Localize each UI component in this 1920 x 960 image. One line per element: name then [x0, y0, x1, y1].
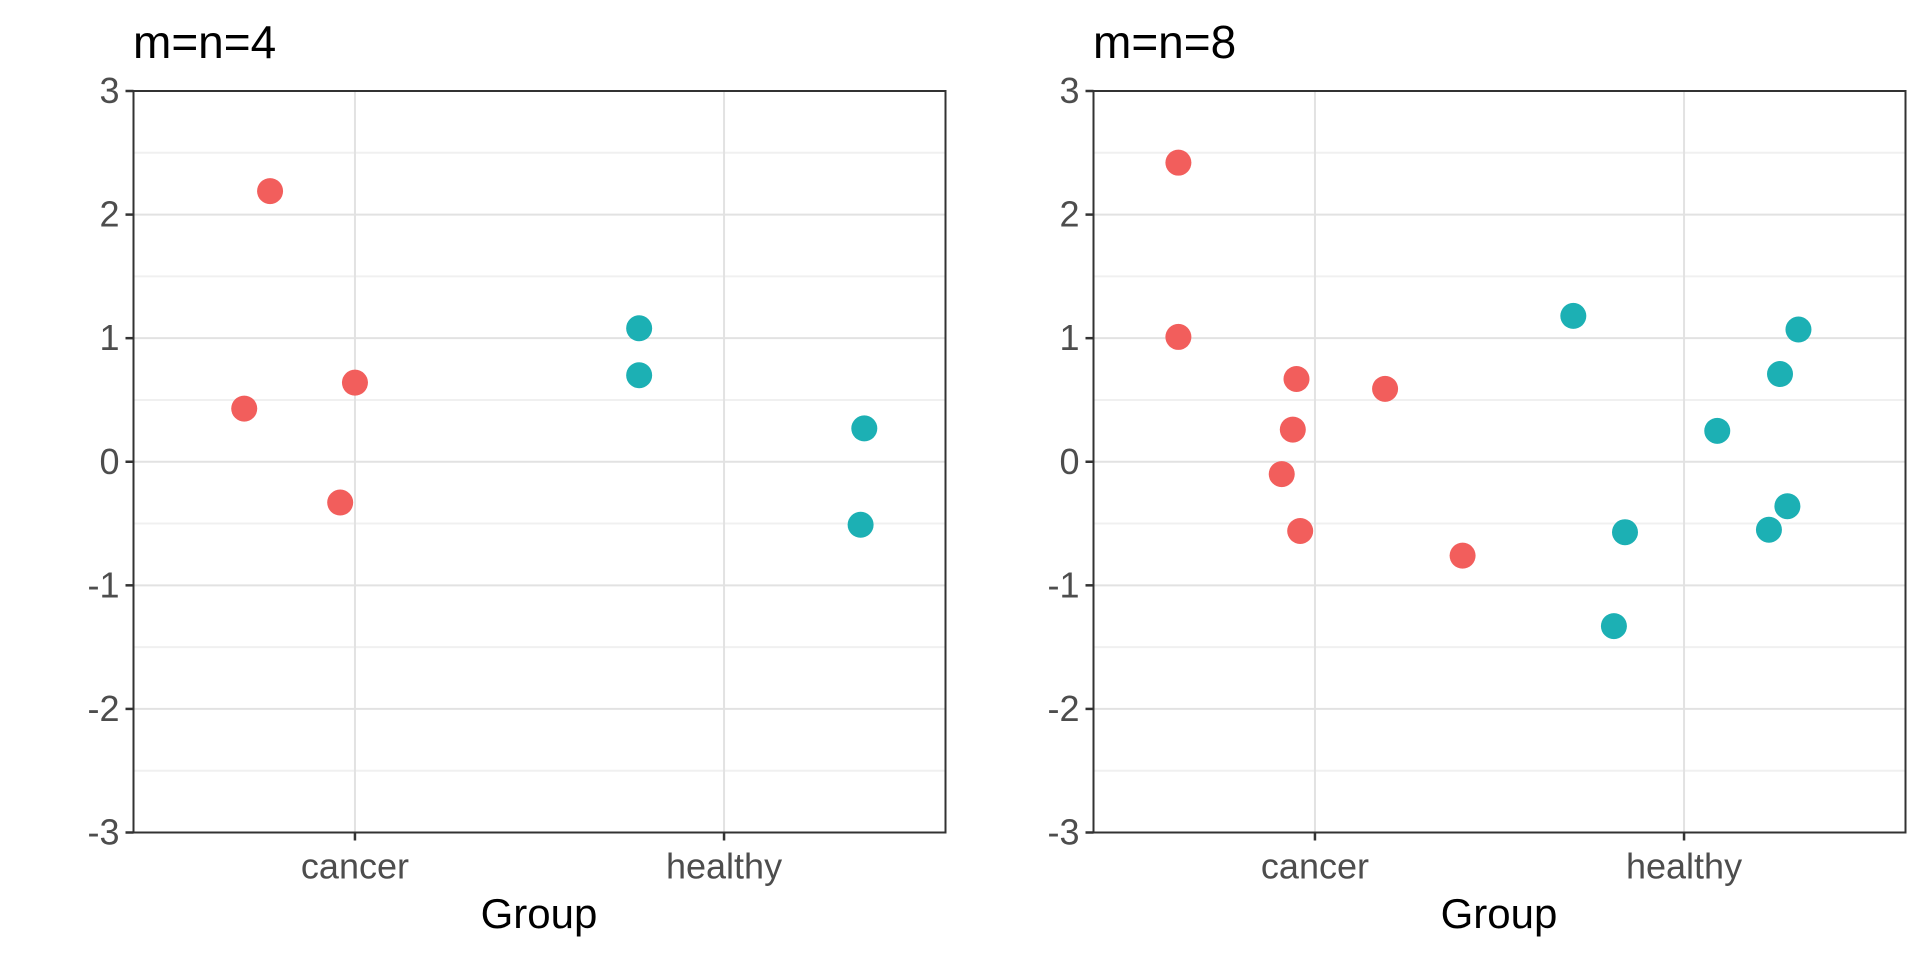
y-tick-label: 1 — [99, 317, 119, 358]
data-point-cancer — [1268, 461, 1295, 488]
data-point-cancer — [1449, 542, 1476, 569]
data-point-healthy — [1774, 493, 1801, 520]
data-point-cancer — [1287, 517, 1314, 544]
y-tick-label: -2 — [1047, 688, 1079, 729]
gridlines — [133, 90, 946, 834]
data-point-cancer — [1279, 416, 1306, 443]
data-point-healthy — [1600, 613, 1627, 640]
gridlines — [1093, 90, 1906, 834]
panel-border — [1092, 90, 1907, 834]
plot-title: m=n=4 — [133, 16, 276, 68]
data-point-healthy — [1755, 516, 1782, 543]
data-point-cancer — [1165, 323, 1192, 350]
y-tick-label: -3 — [87, 812, 119, 853]
data-point-cancer — [231, 395, 258, 422]
data-point-cancer — [257, 178, 284, 205]
data-point-cancer — [327, 489, 354, 516]
y-tick-label: 0 — [1059, 441, 1079, 482]
panel-border — [132, 90, 947, 834]
data-point-cancer — [1283, 365, 1310, 392]
data-points — [1165, 149, 1812, 640]
data-point-healthy — [1704, 417, 1731, 444]
y-tick-label: 1 — [1059, 317, 1079, 358]
data-point-cancer — [1372, 375, 1399, 402]
y-tick-label: -1 — [1047, 564, 1079, 605]
axes: 3 2 1 0 -1 -2 -3 cancer healthy — [87, 70, 947, 887]
x-tick-label: cancer — [301, 846, 409, 887]
y-tick-label: -2 — [87, 688, 119, 729]
chart-panel-mn4: 3 2 1 0 -1 -2 -3 cancer healthy m=n=4 Group — [87, 16, 947, 937]
x-axis-title: Group — [1441, 890, 1558, 937]
data-point-healthy — [1560, 302, 1587, 329]
y-tick-label: 2 — [99, 194, 119, 235]
axes: 3 2 1 0 -1 -2 -3 cancer healthy — [1047, 70, 1907, 887]
x-tick-label: healthy — [666, 846, 782, 887]
y-tick-label: 3 — [99, 70, 119, 111]
data-point-healthy — [1611, 519, 1638, 546]
data-point-healthy — [1767, 361, 1794, 388]
chart-panel-mn8: 3 2 1 0 -1 -2 -3 cancer healthy m=n=8 Group — [1047, 16, 1907, 937]
plot-title: m=n=8 — [1093, 16, 1236, 68]
data-points — [231, 178, 878, 538]
data-point-cancer — [1165, 149, 1192, 176]
data-point-healthy — [847, 511, 874, 538]
data-point-cancer — [341, 369, 368, 396]
x-tick-label: cancer — [1261, 846, 1369, 887]
data-point-healthy — [851, 415, 878, 442]
y-tick-label: 0 — [99, 441, 119, 482]
y-tick-label: 3 — [1059, 70, 1079, 111]
y-tick-label: -1 — [87, 564, 119, 605]
x-axis-title: Group — [481, 890, 598, 937]
y-tick-label: -3 — [1047, 812, 1079, 853]
data-point-healthy — [626, 315, 653, 342]
data-point-healthy — [626, 362, 653, 389]
data-point-healthy — [1785, 316, 1812, 343]
x-tick-label: healthy — [1626, 846, 1742, 887]
y-tick-label: 2 — [1059, 194, 1079, 235]
